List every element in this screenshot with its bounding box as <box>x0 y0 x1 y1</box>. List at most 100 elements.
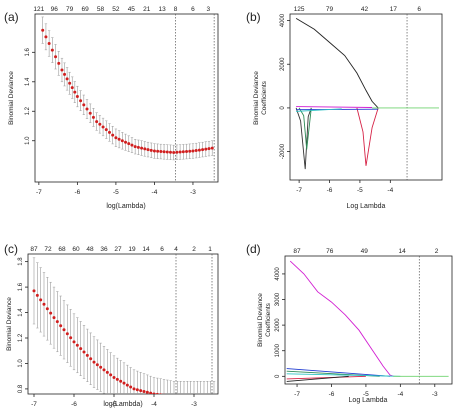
deviance-point <box>79 99 83 103</box>
plot-area <box>286 260 449 382</box>
deviance-point <box>181 150 185 154</box>
deviance-point <box>75 95 79 99</box>
deviance-point <box>176 395 179 398</box>
deviance-point <box>32 289 36 293</box>
coefficient-path <box>296 108 342 112</box>
deviance-point <box>136 145 140 149</box>
x-axis-title: Log Lambda <box>349 397 388 404</box>
deviance-point <box>125 383 129 387</box>
top-axis-label: 21 <box>143 6 151 13</box>
plot-area <box>32 257 216 398</box>
panel-label: (d) <box>246 242 261 256</box>
deviance-point <box>145 390 149 394</box>
x-tick-label: -6 <box>327 187 333 194</box>
top-axis-label: 96 <box>51 6 59 13</box>
deviance-point <box>179 395 182 398</box>
top-axis-label: 45 <box>128 6 136 13</box>
top-axis-label: 121 <box>33 6 44 13</box>
deviance-point <box>63 72 67 76</box>
top-axis-label: 6 <box>417 6 421 13</box>
deviance-point <box>35 293 39 297</box>
panel-1: (a) -7 -6 -5 -4 -3 1.0 1.2 1.4 1.6 121 96 79 69 58 52 45… <box>4 6 219 210</box>
coefficient-path <box>295 107 312 170</box>
deviance-point <box>65 332 69 336</box>
deviance-point <box>72 340 76 344</box>
top-axis-label: 14 <box>398 248 406 255</box>
x-tick-label: -7 <box>294 391 300 398</box>
x-tick-label: -5 <box>357 187 363 194</box>
x-tick-label: -3 <box>432 391 438 398</box>
x-tick-label: -4 <box>151 401 157 408</box>
deviance-point <box>79 347 83 351</box>
x-tick-label: -6 <box>329 391 335 398</box>
deviance-point <box>156 149 160 153</box>
panel-label: (b) <box>246 10 261 24</box>
y-tick-label: 4000 <box>275 267 281 281</box>
deviance-point <box>209 395 212 398</box>
deviance-point <box>124 140 128 144</box>
deviance-point <box>111 133 115 137</box>
top-axis-label: 52 <box>112 6 120 13</box>
deviance-point <box>140 146 144 150</box>
x-tick-label: -4 <box>387 187 393 194</box>
x-tick-label: -6 <box>71 401 77 408</box>
top-axis-label: 58 <box>97 6 105 13</box>
deviance-point <box>105 370 109 374</box>
deviance-point <box>162 150 166 154</box>
y-tick-label: 0.8 <box>18 384 24 393</box>
plot-frame <box>27 253 219 395</box>
top-axis-label: 36 <box>100 246 108 253</box>
y-tick-label: 1.2 <box>25 106 31 115</box>
y-tick-label: 2000 <box>275 318 281 332</box>
deviance-point <box>91 115 95 119</box>
x-tick-label: -7 <box>31 401 37 408</box>
deviance-point <box>191 149 195 153</box>
deviance-point <box>172 151 176 155</box>
top-axis-label: 6 <box>160 246 164 253</box>
deviance-point <box>163 393 165 394</box>
y-tick-label: 2000 <box>280 57 286 71</box>
deviance-point <box>197 148 201 152</box>
deviance-point <box>133 145 137 149</box>
deviance-point <box>102 368 106 372</box>
deviance-point <box>114 136 118 140</box>
deviance-point <box>47 41 51 45</box>
deviance-point <box>41 28 45 32</box>
coefficient-path <box>286 375 349 382</box>
top-axis-label: 8 <box>174 6 178 13</box>
deviance-point <box>52 316 56 320</box>
deviance-point <box>127 142 131 146</box>
deviance-point <box>120 139 124 143</box>
coefficient-path <box>289 260 394 377</box>
deviance-point <box>88 111 92 115</box>
deviance-point <box>159 150 163 154</box>
panel-label: (a) <box>4 10 19 24</box>
coefficient-path <box>286 375 366 380</box>
deviance-point <box>173 395 176 398</box>
deviance-point <box>109 373 113 377</box>
y-tick-label: 1.4 <box>25 77 31 86</box>
deviance-point <box>55 320 59 324</box>
deviance-point <box>207 147 211 151</box>
deviance-point <box>70 86 74 90</box>
coefficient-path <box>286 373 401 377</box>
deviance-point <box>132 387 136 391</box>
deviance-point <box>169 395 172 398</box>
coefficient-path <box>286 368 391 377</box>
deviance-point <box>210 146 214 150</box>
deviance-point <box>112 375 116 379</box>
y-tick-label: 1.6 <box>25 47 31 56</box>
x-axis-title: log(Lambda) <box>106 203 145 210</box>
deviance-point <box>50 48 54 52</box>
top-axis-label: 60 <box>72 246 80 253</box>
deviance-point <box>119 379 123 383</box>
deviance-point <box>101 125 105 129</box>
deviance-point <box>139 389 143 393</box>
deviance-point <box>60 68 64 72</box>
x-tick-label: -3 <box>190 189 196 196</box>
deviance-point <box>183 395 186 398</box>
deviance-point <box>135 388 139 392</box>
plot-frame <box>289 13 443 181</box>
y-tick-label: 1.0 <box>25 136 31 145</box>
